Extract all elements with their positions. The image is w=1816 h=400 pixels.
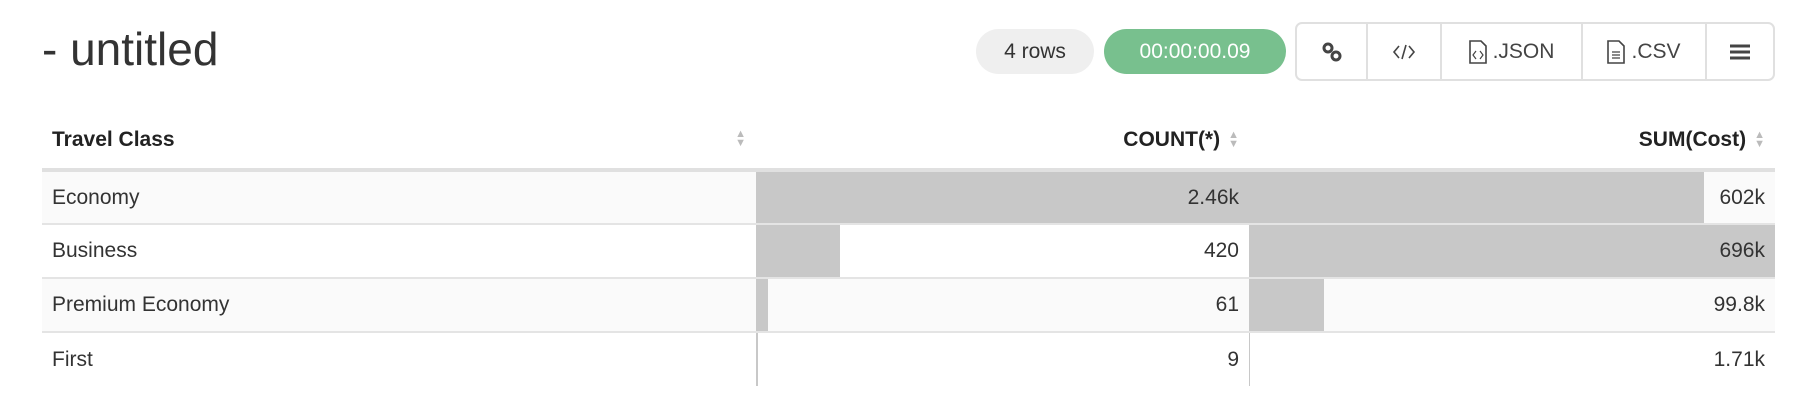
cell-travel-class: First: [42, 332, 756, 386]
results-table: Travel Class ▲ ▼ COUNT(*) ▲ ▼ SUM(Cost) ▲ ▼ Ec…: [42, 112, 1775, 386]
code-icon: [1392, 44, 1416, 59]
elapsed-time-badge: 00:00:00.09: [1104, 29, 1286, 74]
travel-class-value: First: [52, 347, 93, 371]
count-bar: [756, 333, 758, 386]
sum-bar: [1249, 279, 1325, 331]
sort-icon[interactable]: ▲ ▼: [1228, 129, 1239, 151]
sum-value: 99.8k: [1713, 293, 1765, 316]
cell-count: 2.46k: [756, 170, 1249, 225]
cell-travel-class: Premium Economy: [42, 278, 756, 333]
menu-button[interactable]: [1707, 24, 1773, 79]
copy-link-button[interactable]: [1297, 24, 1368, 79]
cell-count: 61: [756, 278, 1249, 333]
header-label: Travel Class: [52, 128, 175, 151]
travel-class-value: Economy: [52, 185, 140, 209]
count-value: 2.46k: [1187, 185, 1239, 209]
cell-sum-cost: 696k: [1249, 224, 1775, 279]
count-bar: [756, 225, 841, 277]
header-travel-class[interactable]: Travel Class ▲ ▼: [42, 112, 756, 172]
sum-value: 1.71k: [1713, 347, 1765, 371]
cell-count: 420: [756, 224, 1249, 279]
header-label: SUM(Cost): [1638, 128, 1747, 151]
json-file-icon: [1468, 39, 1487, 64]
cell-sum-cost: 1.71k: [1249, 332, 1775, 386]
sort-icon[interactable]: ▲ ▼: [735, 128, 746, 149]
cell-sum-cost: 602k: [1249, 170, 1775, 225]
cell-travel-class: Economy: [42, 170, 756, 225]
table-row: Premium Economy 61 99.8k: [42, 278, 1775, 333]
row-count-badge: 4 rows: [976, 29, 1094, 74]
link-icon: [1322, 42, 1341, 61]
sum-bar: [1249, 333, 1251, 386]
toolbar: .JSON .CSV: [1295, 22, 1775, 81]
csv-file-icon: [1607, 39, 1626, 64]
download-json-button[interactable]: .JSON: [1442, 24, 1583, 79]
embed-code-button[interactable]: [1368, 24, 1442, 79]
header-sum-cost[interactable]: SUM(Cost) ▲ ▼: [1249, 112, 1775, 172]
json-label: .JSON: [1492, 39, 1555, 63]
download-csv-button[interactable]: .CSV: [1583, 24, 1707, 79]
table-row: Economy 2.46k 602k: [42, 170, 1775, 225]
hamburger-icon: [1730, 44, 1750, 59]
table-row: First 9 1.71k: [42, 332, 1775, 386]
count-bar: [756, 279, 769, 331]
page-title: - untitled: [42, 23, 219, 75]
sort-icon[interactable]: ▲ ▼: [1754, 129, 1765, 151]
cell-sum-cost: 99.8k: [1249, 278, 1775, 333]
count-value: 9: [1227, 347, 1239, 371]
cell-count: 9: [756, 332, 1249, 386]
sum-bar: [1249, 225, 1775, 277]
csv-label: .CSV: [1631, 39, 1681, 63]
travel-class-value: Business: [52, 239, 138, 262]
sum-value: 602k: [1719, 185, 1765, 209]
cell-travel-class: Business: [42, 224, 756, 279]
count-bar: [756, 172, 1249, 223]
sum-bar: [1249, 172, 1704, 223]
travel-class-value: Premium Economy: [52, 293, 230, 316]
header-count[interactable]: COUNT(*) ▲ ▼: [756, 112, 1249, 172]
header-label: COUNT(*): [1123, 128, 1221, 151]
sum-value: 696k: [1719, 239, 1765, 262]
table-row: Business 420 696k: [42, 224, 1775, 279]
count-value: 420: [1203, 239, 1239, 262]
count-value: 61: [1215, 293, 1239, 316]
